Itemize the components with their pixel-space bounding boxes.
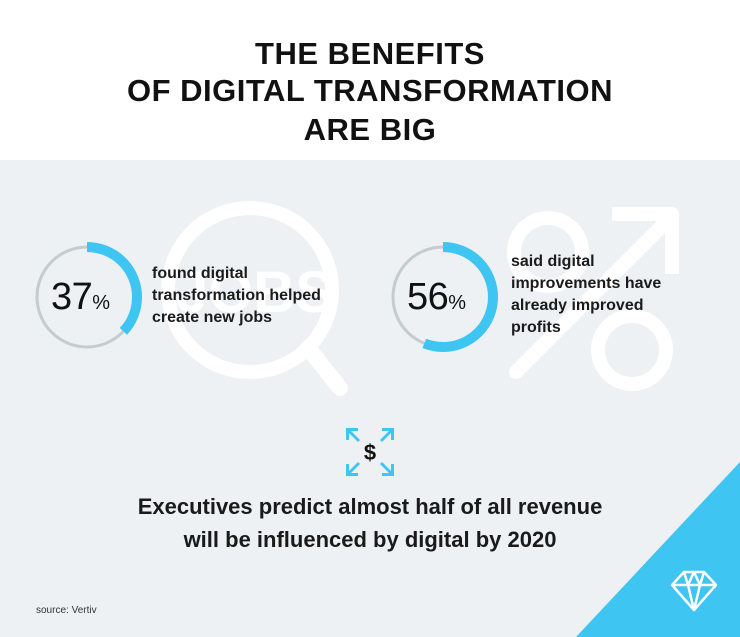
- stat-percent: %: [92, 292, 110, 314]
- stat-value-56: 56%: [407, 276, 466, 319]
- stat-text-profits: said digital improvements have already i…: [511, 251, 661, 339]
- executives-line: Executives predict almost half of all re…: [137, 494, 603, 519]
- title-line-1: THE BENEFITS: [255, 36, 485, 71]
- diamond-icon: [670, 570, 718, 612]
- magnifier-icon: JOBS: [161, 201, 348, 396]
- source-note: source: Vertiv: [36, 605, 97, 616]
- title-highlight: OF DIGITAL TRANSFORMATION: [122, 73, 618, 109]
- title-line-3: ARE BIG: [303, 112, 437, 147]
- magnifier-word: JOBS: [176, 260, 334, 325]
- stat-text-line: transformation helped: [152, 287, 321, 304]
- header: THE BENEFITS OF DIGITAL TRANSFORMATION A…: [0, 0, 740, 160]
- stat-text-line: profits: [511, 319, 561, 336]
- percent-icon: [507, 207, 679, 391]
- stat-text-jobs: found digital transformation helped crea…: [152, 263, 321, 329]
- executives-statement: Executives predict almost half of all re…: [60, 490, 680, 556]
- background-graphics: JOBS $: [161, 201, 740, 637]
- stat-text-line: improvements have: [511, 275, 662, 292]
- content-panel: JOBS $ 37%: [0, 160, 740, 637]
- title-line-2: OF DIGITAL TRANSFORMATION: [0, 73, 740, 109]
- stat-text-line: found digital: [152, 265, 248, 282]
- dollar-symbol: $: [364, 440, 376, 465]
- stat-ring-56: [388, 242, 498, 352]
- executives-line: will be influenced by digital by 2020: [183, 527, 557, 552]
- stat-ring-37: [32, 242, 142, 352]
- dollar-expand-icon: $: [346, 428, 394, 476]
- stat-value: 56: [407, 276, 449, 318]
- stat-text-line: create new jobs: [152, 309, 273, 326]
- stat-text-line: said digital: [511, 253, 595, 270]
- stat-value: 37: [51, 276, 93, 318]
- stat-text-line: already improved: [511, 297, 644, 314]
- stat-value-37: 37%: [51, 276, 110, 319]
- stat-percent: %: [448, 292, 466, 314]
